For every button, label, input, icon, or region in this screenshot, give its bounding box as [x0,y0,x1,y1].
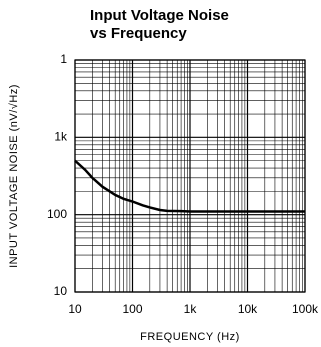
y-tick-label: 100 [47,207,67,221]
plot-frame [74,59,306,293]
y-tick-label: 10 [54,284,68,298]
x-tick-label: 10k [238,302,258,316]
y-tick-label: 1k [54,130,68,144]
line [74,159,305,213]
chart-title: vs Frequency [90,25,187,42]
x-tick-label: 1k [184,302,198,316]
x-tick-label: 100 [122,302,142,316]
x-tick-label: 100k [292,302,319,316]
x-axis-label: FREQUENCY (Hz) [140,331,240,343]
x-tick-label: 10 [68,302,82,316]
chart-title: Input Voltage Noise [90,7,229,24]
y-tick-label: 1 [60,52,67,66]
y-axis-label: INPUT VOLTAGE NOISE (nV/√Hz) [8,84,20,268]
